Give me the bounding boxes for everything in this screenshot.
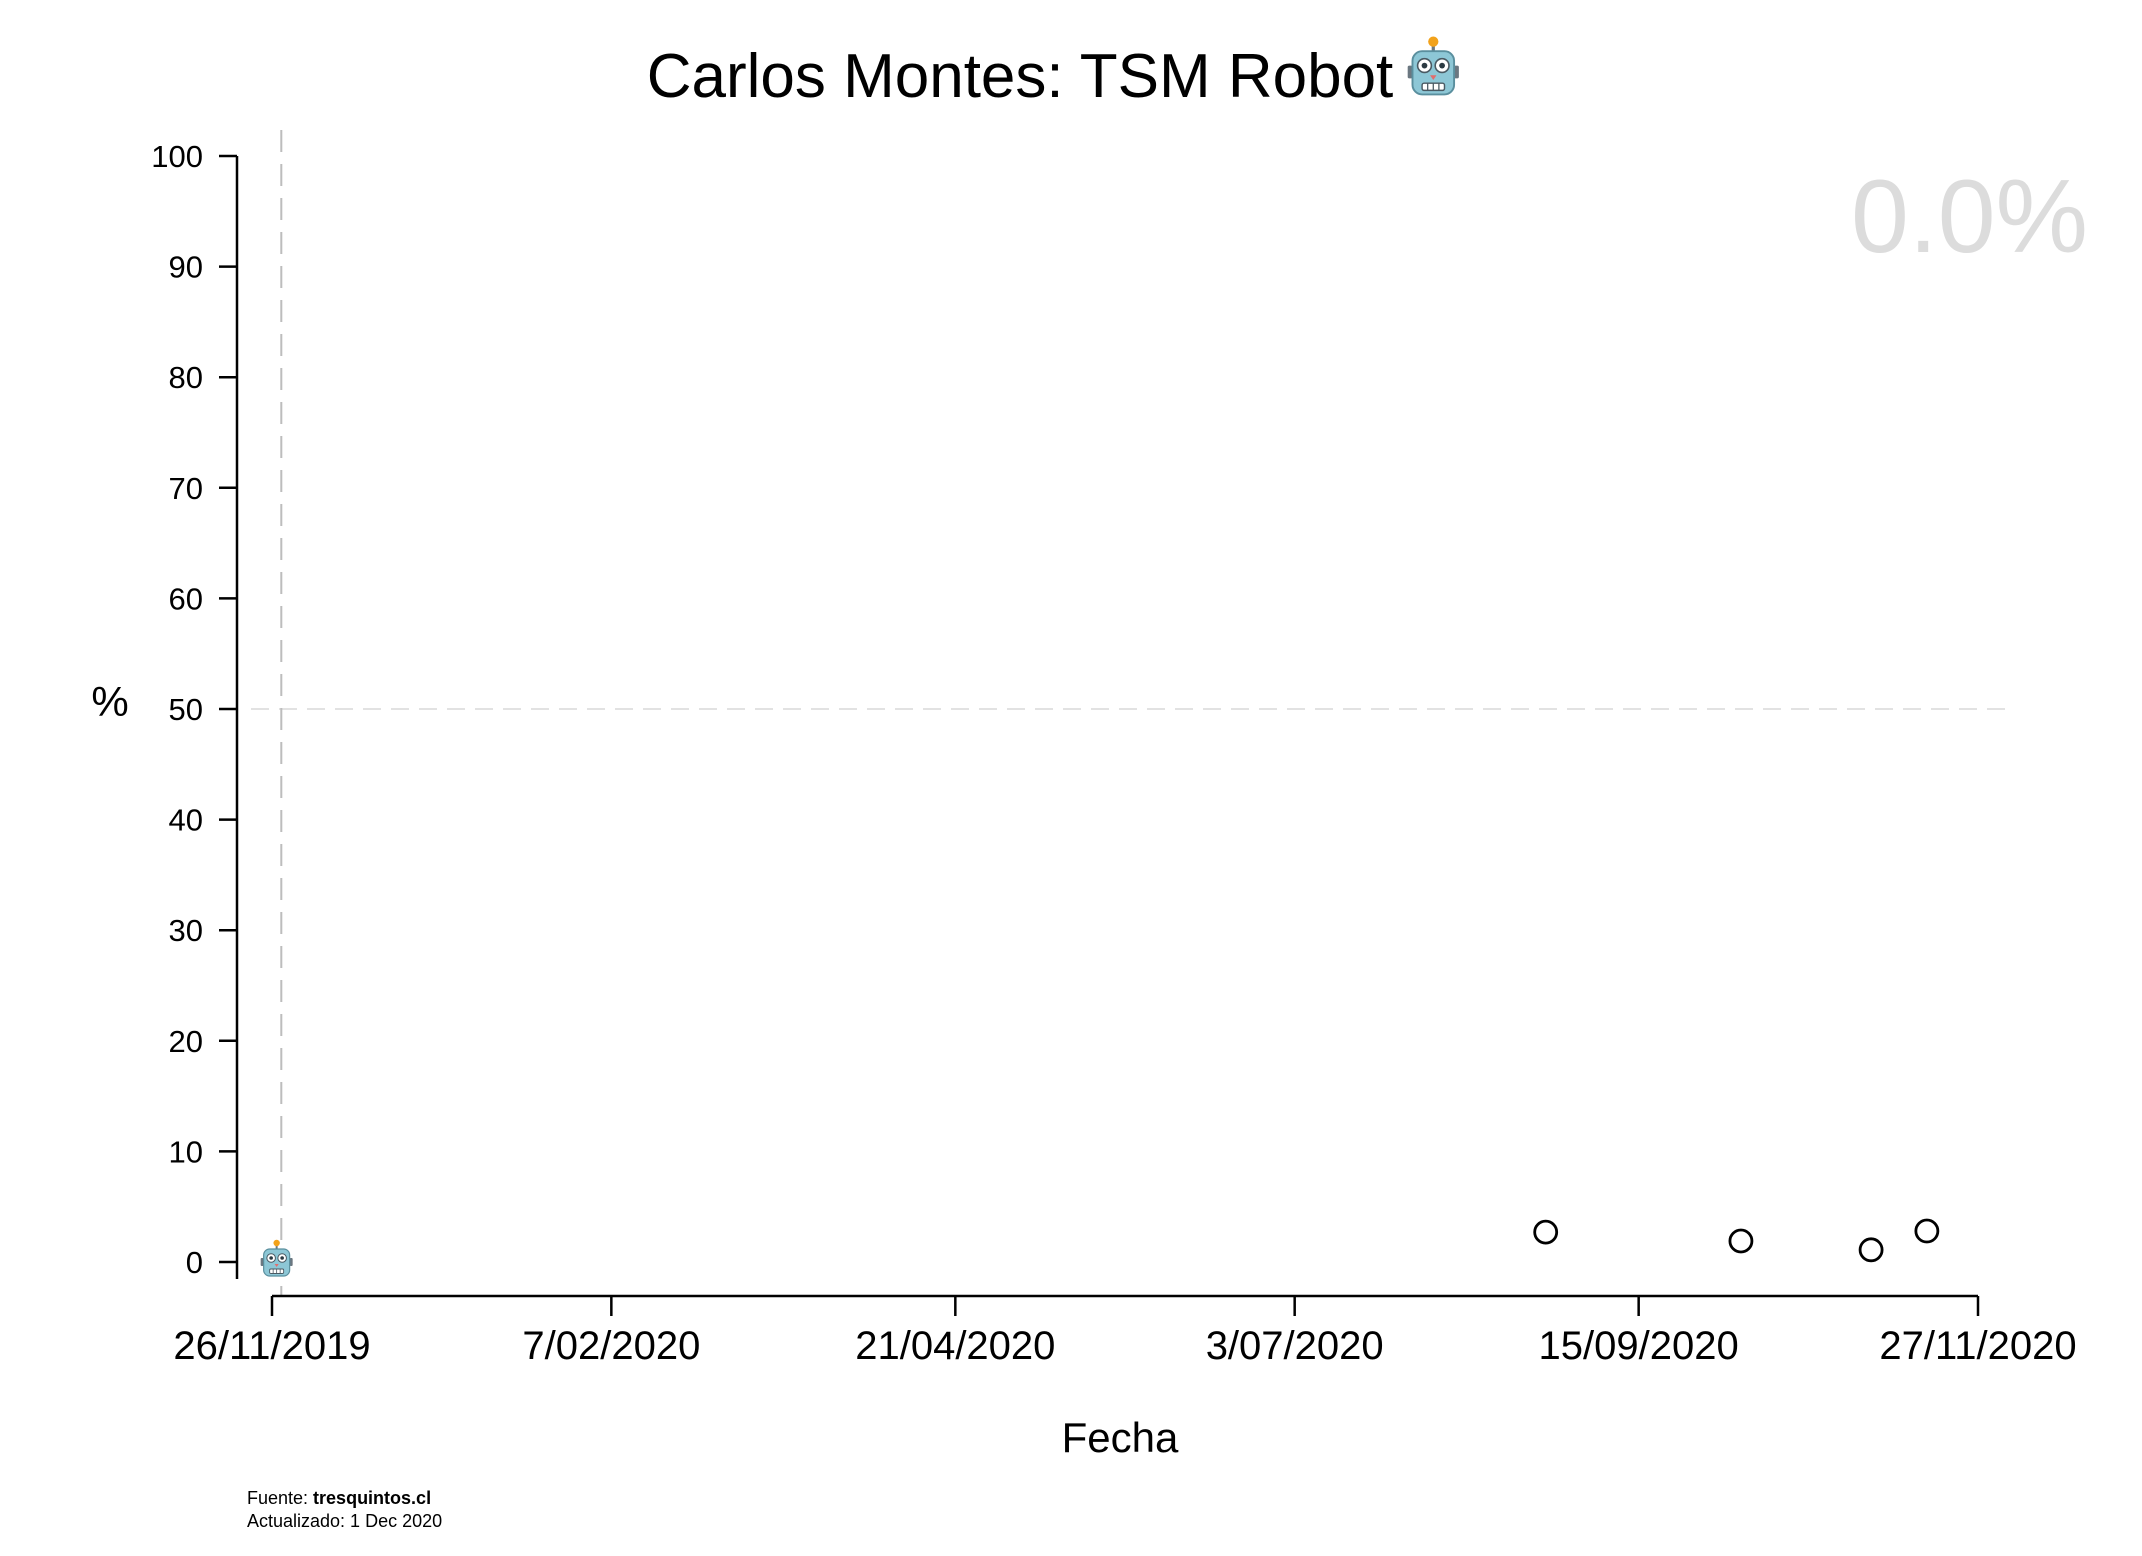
chart-title-group: Carlos Montes: TSM Robot xyxy=(647,36,1459,111)
x-axis-label: Fecha xyxy=(1062,1414,1179,1461)
x-tick-label: 27/11/2020 xyxy=(1879,1324,2076,1368)
y-axis-label: % xyxy=(91,678,128,725)
robot-face-icon xyxy=(261,1240,293,1276)
y-tick-label: 50 xyxy=(169,692,203,727)
y-tick-label: 100 xyxy=(151,139,203,174)
y-tick-label: 80 xyxy=(169,360,203,395)
data-point xyxy=(1535,1221,1557,1243)
data-point xyxy=(1916,1220,1938,1242)
y-tick-label: 90 xyxy=(169,250,203,285)
x-tick-label: 7/02/2020 xyxy=(522,1324,700,1368)
x-tick-label: 3/07/2020 xyxy=(1206,1324,1384,1368)
source-note: Fuente: tresquintos.cl Actualizado: 1 De… xyxy=(247,1488,442,1531)
source-name: tresquintos.cl xyxy=(313,1488,431,1508)
y-axis-ticks: 0 10 20 30 40 50 60 70 80 90 100 xyxy=(151,139,237,1280)
y-tick-label: 20 xyxy=(169,1024,203,1059)
y-tick-label: 10 xyxy=(169,1134,203,1169)
robot-face-icon xyxy=(1408,36,1459,94)
current-marker xyxy=(261,1240,293,1276)
data-point xyxy=(1860,1239,1882,1261)
y-tick-label: 0 xyxy=(186,1245,203,1280)
x-tick-label: 21/04/2020 xyxy=(855,1324,1055,1368)
x-tick-label: 26/11/2019 xyxy=(173,1324,370,1368)
data-points xyxy=(1535,1220,1938,1261)
source-updated: Actualizado: 1 Dec 2020 xyxy=(247,1511,442,1531)
x-axis-ticks: 26/11/2019 7/02/2020 21/04/2020 3/07/2020 15… xyxy=(173,1296,2076,1368)
y-tick-label: 30 xyxy=(169,913,203,948)
y-tick-label: 40 xyxy=(169,803,203,838)
current-value-label: 0.0% xyxy=(1851,159,2088,275)
grid-layer xyxy=(251,130,2015,1296)
x-tick-label: 15/09/2020 xyxy=(1539,1324,1739,1368)
svg-text:Fuente: tresquintos.cl: Fuente: tresquintos.cl xyxy=(247,1488,431,1508)
y-tick-label: 70 xyxy=(169,471,203,506)
chart-title: Carlos Montes: TSM Robot xyxy=(647,42,1394,111)
axes-layer xyxy=(237,156,1978,1296)
source-prefix: Fuente: xyxy=(247,1488,313,1508)
y-tick-label: 60 xyxy=(169,581,203,616)
data-point xyxy=(1730,1230,1752,1252)
